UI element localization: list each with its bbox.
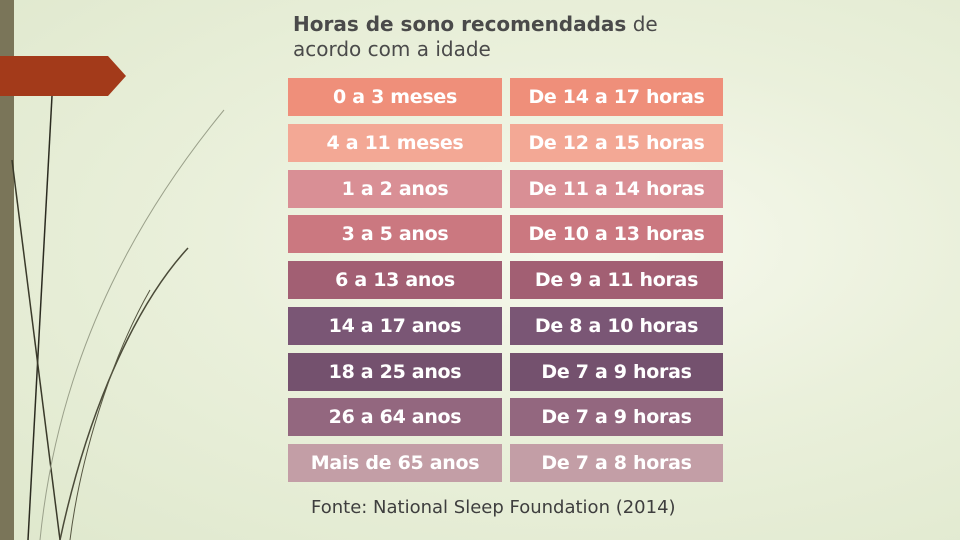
left-sidebar-bar [0, 0, 14, 540]
age-cell: 14 a 17 anos [288, 307, 502, 345]
age-cell: 26 a 64 anos [288, 398, 502, 436]
hours-cell: De 10 a 13 horas [510, 215, 723, 253]
hours-cell: De 14 a 17 horas [510, 78, 723, 116]
age-cell: 0 a 3 meses [288, 78, 502, 116]
age-cell: Mais de 65 anos [288, 444, 502, 482]
hours-cell: De 7 a 9 horas [510, 353, 723, 391]
hours-cell: De 12 a 15 horas [510, 124, 723, 162]
age-cell: 18 a 25 anos [288, 353, 502, 391]
age-cell: 3 a 5 anos [288, 215, 502, 253]
age-cell: 6 a 13 anos [288, 261, 502, 299]
title-bold: Horas de sono recomendadas [293, 12, 627, 36]
hours-cell: De 7 a 8 horas [510, 444, 723, 482]
accent-tab [0, 56, 126, 96]
age-cell: 1 a 2 anos [288, 170, 502, 208]
age-cell: 4 a 11 meses [288, 124, 502, 162]
hours-cell: De 11 a 14 horas [510, 170, 723, 208]
source-caption: Fonte: National Sleep Foundation (2014) [311, 497, 676, 518]
page-title: Horas de sono recomendadas de acordo com… [293, 12, 713, 62]
hours-cell: De 7 a 9 horas [510, 398, 723, 436]
decorative-lines [11, 95, 225, 540]
hours-cell: De 9 a 11 horas [510, 261, 723, 299]
hours-cell: De 8 a 10 horas [510, 307, 723, 345]
title-rest: de acordo com a idade [293, 12, 658, 61]
